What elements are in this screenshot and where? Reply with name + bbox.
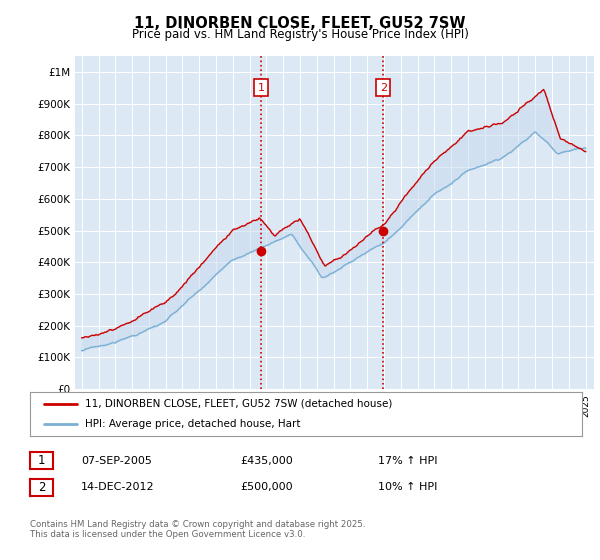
- Text: 07-SEP-2005: 07-SEP-2005: [81, 456, 152, 466]
- Text: 11, DINORBEN CLOSE, FLEET, GU52 7SW: 11, DINORBEN CLOSE, FLEET, GU52 7SW: [134, 16, 466, 31]
- Text: 11, DINORBEN CLOSE, FLEET, GU52 7SW (detached house): 11, DINORBEN CLOSE, FLEET, GU52 7SW (det…: [85, 399, 392, 409]
- Text: 1: 1: [38, 454, 45, 468]
- Text: Price paid vs. HM Land Registry's House Price Index (HPI): Price paid vs. HM Land Registry's House …: [131, 28, 469, 41]
- Text: HPI: Average price, detached house, Hart: HPI: Average price, detached house, Hart: [85, 419, 301, 429]
- Text: 2: 2: [38, 480, 45, 494]
- Text: 14-DEC-2012: 14-DEC-2012: [81, 482, 155, 492]
- Text: 2: 2: [380, 83, 387, 93]
- Text: 10% ↑ HPI: 10% ↑ HPI: [378, 482, 437, 492]
- Text: Contains HM Land Registry data © Crown copyright and database right 2025.
This d: Contains HM Land Registry data © Crown c…: [30, 520, 365, 539]
- Text: £500,000: £500,000: [240, 482, 293, 492]
- Text: 17% ↑ HPI: 17% ↑ HPI: [378, 456, 437, 466]
- Text: 1: 1: [257, 83, 265, 93]
- Text: £435,000: £435,000: [240, 456, 293, 466]
